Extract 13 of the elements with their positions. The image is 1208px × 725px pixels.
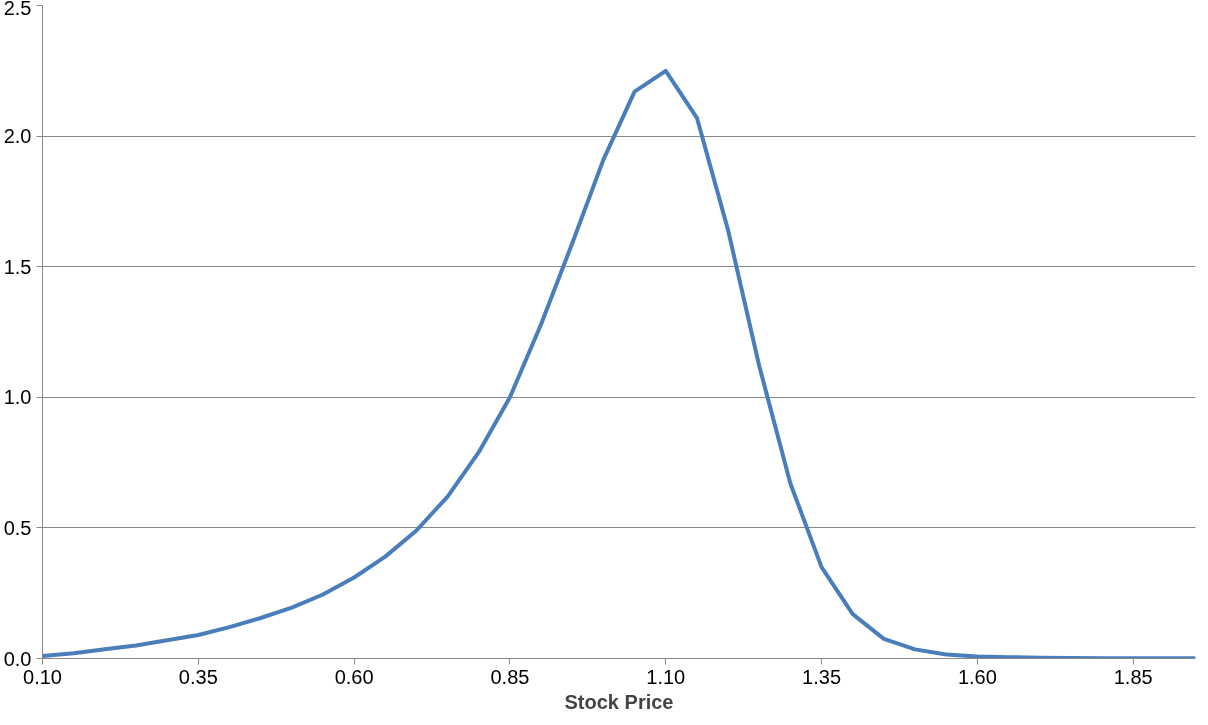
x-axis-title: Stock Price (564, 690, 674, 713)
x-tick-label: 1.60 (957, 665, 997, 688)
x-tick-label: 0.35 (178, 665, 218, 688)
x-tick-label: 1.35 (802, 665, 842, 688)
y-tick-label: 0.5 (3, 516, 32, 539)
x-tick-label: 1.85 (1113, 665, 1153, 688)
y-tick-label: 2.0 (3, 125, 32, 148)
y-tick-label: 2.5 (3, 0, 32, 19)
x-tick-label: 0.85 (490, 665, 530, 688)
x-tick-label: 0.60 (334, 665, 374, 688)
x-tick-label: 1.10 (646, 665, 686, 688)
y-tick-label: 1.5 (3, 255, 32, 278)
y-tick-label: 1.0 (3, 386, 32, 409)
